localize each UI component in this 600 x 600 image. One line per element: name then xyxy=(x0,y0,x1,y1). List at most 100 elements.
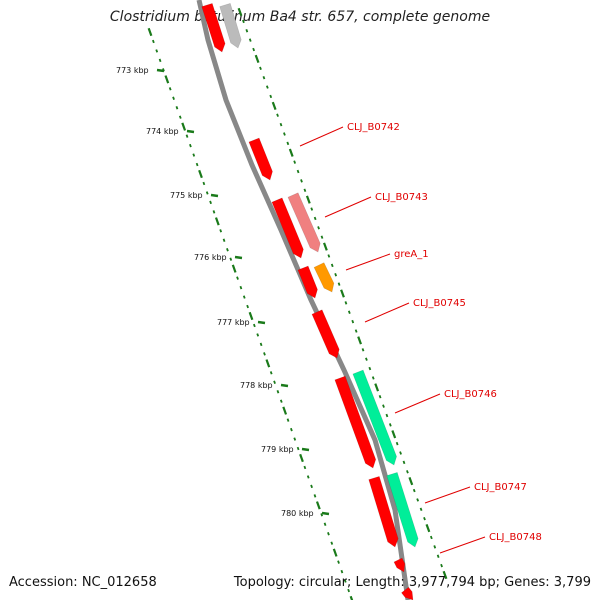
outer-track-tick xyxy=(248,38,252,42)
inner-track-tick xyxy=(189,143,192,148)
gene-label-leader xyxy=(299,126,344,147)
outer-track-tick xyxy=(330,263,334,268)
outer-track-tick xyxy=(286,141,290,146)
outer-track-tick xyxy=(425,523,431,533)
outer-track-tick xyxy=(385,413,389,418)
inner-track-tick xyxy=(239,285,243,290)
inner-track-tick xyxy=(231,264,237,273)
inner-track-tick xyxy=(337,560,340,564)
outer-track-tick xyxy=(242,19,245,24)
inner-track-tick xyxy=(303,465,307,470)
outer-track-tick xyxy=(327,254,331,258)
inner-track-tick xyxy=(306,475,310,479)
kbp-tick-label: 773 kbp xyxy=(116,66,149,75)
gene-feature xyxy=(313,262,335,293)
gene-label: CLJ_B0746 xyxy=(444,389,497,400)
gene-label: CLJ_B0748 xyxy=(489,532,542,543)
inner-track-tick xyxy=(155,49,159,53)
inner-track-tick xyxy=(296,446,300,451)
outer-track-tick xyxy=(371,376,375,380)
outer-track-tick xyxy=(378,394,382,399)
inner-track-tick xyxy=(222,238,226,242)
kbp-tick-label: 780 kbp xyxy=(281,509,314,518)
inner-track-tick xyxy=(343,579,347,583)
outer-track-tick xyxy=(245,29,249,33)
kbp-axis-labels: 773 kbp 774 kbp 775 kbp 776 kbp 777 kbp 778 k… xyxy=(116,66,330,518)
inner-track-tick xyxy=(219,229,223,233)
genome-backbone xyxy=(196,0,411,600)
kbp-tick-label: 778 kbp xyxy=(240,381,273,390)
outer-track-tick xyxy=(351,319,355,324)
outer-track-tick xyxy=(293,160,297,164)
genome-summary-text: Topology: circular; Length: 3,977,794 bp… xyxy=(233,575,591,590)
inner-track-tick xyxy=(164,75,170,84)
inner-tick-track xyxy=(147,27,354,600)
cds-feature xyxy=(334,375,377,469)
inner-track-tick xyxy=(209,200,212,205)
outer-track-tick xyxy=(406,470,409,474)
inner-track-tick xyxy=(214,217,220,226)
cds-feature xyxy=(248,137,273,181)
inner-track-tick xyxy=(178,115,182,119)
inner-track-tick xyxy=(236,276,239,280)
gene-label-layer: CLJ_B0742 CLJ_B0743 greA_1 CLJ_B0745 CLJ_B07… xyxy=(299,122,542,554)
gene-label-leader xyxy=(324,196,372,218)
gene-label-leader xyxy=(394,393,441,414)
outer-track-tick xyxy=(436,554,440,558)
outer-track-tick xyxy=(303,188,307,193)
gene-label: CLJ_B0745 xyxy=(413,298,466,309)
kbp-major-tick xyxy=(186,129,195,134)
inner-track-tick xyxy=(248,311,254,321)
gene-feature xyxy=(386,471,419,548)
inner-track-tick xyxy=(340,569,344,574)
gene-label-leader xyxy=(424,486,471,504)
outer-track-tick xyxy=(334,273,338,277)
outer-track-tick xyxy=(276,113,279,117)
outer-track-tick xyxy=(395,441,399,446)
inner-track-tick xyxy=(226,248,229,252)
outer-track-tick xyxy=(237,7,243,17)
inner-track-tick xyxy=(310,484,313,489)
kbp-tick-label: 777 kbp xyxy=(217,318,250,327)
inner-track-tick xyxy=(349,595,354,600)
inner-track-tick xyxy=(185,134,189,138)
outer-track-tick xyxy=(259,66,262,71)
inner-track-tick xyxy=(253,323,256,328)
kbp-major-tick xyxy=(210,193,219,198)
cds-feature xyxy=(401,586,414,600)
inner-track-tick xyxy=(175,106,179,110)
inner-track-tick xyxy=(327,532,330,536)
outer-tick-track xyxy=(237,7,448,580)
outer-track-tick xyxy=(300,179,303,183)
gene-feature xyxy=(352,369,397,466)
kbp-tick-label: 776 kbp xyxy=(194,253,227,262)
inner-track-tick xyxy=(202,181,206,186)
outer-track-tick xyxy=(361,348,365,352)
inner-track-tick xyxy=(286,418,290,422)
outer-track-tick xyxy=(440,563,443,568)
kbp-major-tick xyxy=(234,255,243,260)
gene-label: CLJ_B0743 xyxy=(375,192,428,203)
gene-label: CLJ_B0747 xyxy=(474,482,527,493)
outer-track-tick xyxy=(252,47,256,52)
outer-track-tick xyxy=(388,423,392,427)
inner-track-tick xyxy=(256,333,260,337)
gene-feature xyxy=(219,3,242,49)
gene-feature xyxy=(287,192,321,253)
outer-track-tick xyxy=(433,545,437,549)
inner-track-tick xyxy=(242,295,246,299)
inner-track-tick xyxy=(290,427,293,432)
gene-label-leader xyxy=(345,253,391,271)
kbp-major-tick xyxy=(257,320,266,325)
outer-track-tick xyxy=(429,535,433,540)
outer-track-tick xyxy=(423,516,426,521)
outer-track-tick xyxy=(347,310,351,314)
outer-track-tick xyxy=(412,488,416,493)
kbp-tick-label: 775 kbp xyxy=(170,191,203,200)
kbp-major-tick xyxy=(301,447,310,452)
inner-track-tick xyxy=(198,169,203,179)
outer-track-tick xyxy=(442,570,448,580)
gene-label: CLJ_B0742 xyxy=(347,122,400,133)
outer-track-tick xyxy=(416,498,420,502)
